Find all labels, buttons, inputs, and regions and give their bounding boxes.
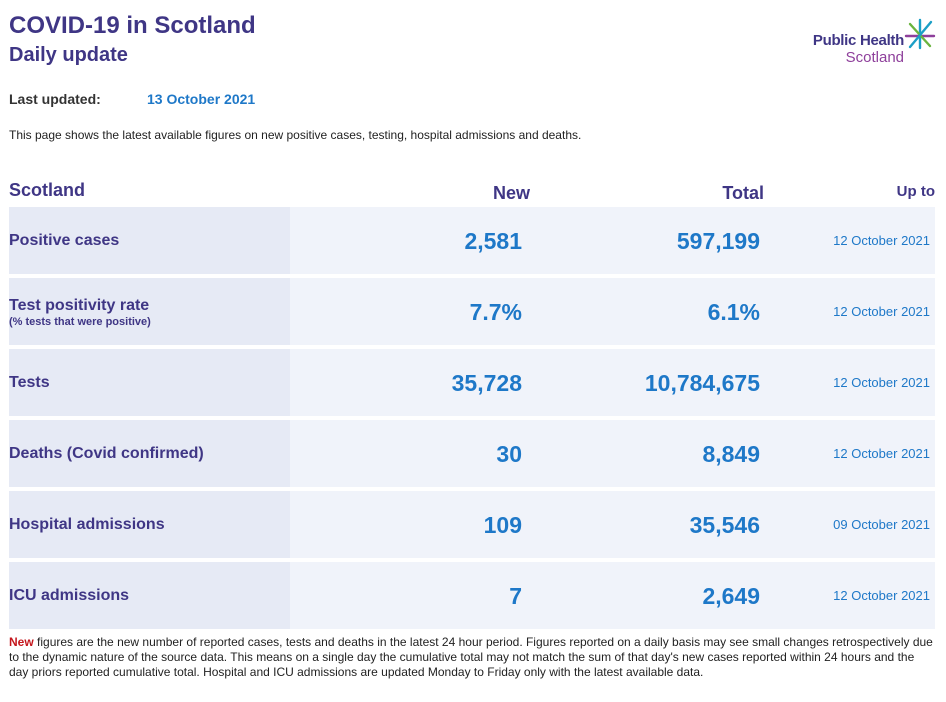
row-label: ICU admissions: [9, 587, 130, 604]
table-row-test-positivity-rate: Test positivity rate (% tests that were …: [9, 278, 935, 345]
row-label-cell: Hospital admissions: [9, 491, 290, 558]
up-to-date: 12 October 2021: [833, 375, 930, 390]
new-value: 109: [483, 512, 522, 538]
table-row-tests: Tests 35,728 10,784,675 12 October 2021: [9, 349, 935, 416]
up-to-date: 12 October 2021: [833, 233, 930, 248]
total-value: 6.1%: [707, 299, 760, 325]
total-value: 35,546: [689, 512, 760, 538]
region-header: Scotland: [9, 180, 86, 200]
page-title: COVID-19 in Scotland: [9, 12, 256, 39]
row-label: Hospital admissions: [9, 516, 165, 533]
figures-table: Positive cases 2,581 597,199 12 October …: [9, 207, 935, 633]
last-updated-label: Last updated:: [9, 91, 101, 107]
intro-text: This page shows the latest available fig…: [9, 128, 582, 142]
row-label-cell: Deaths (Covid confirmed): [9, 420, 290, 487]
up-to-date: 09 October 2021: [833, 517, 930, 532]
row-sublabel: (% tests that were positive): [9, 316, 151, 328]
new-value: 2,581: [464, 228, 522, 254]
total-value: 8,849: [702, 441, 760, 467]
last-updated-date: 13 October 2021: [147, 91, 256, 107]
page-subtitle: Daily update: [9, 44, 128, 66]
footnote-text: figures are the new number of reported c…: [9, 635, 933, 679]
total-value: 597,199: [676, 228, 760, 254]
row-label: Deaths (Covid confirmed): [9, 445, 204, 462]
new-value: 7.7%: [469, 299, 522, 325]
phs-star-icon: [904, 18, 936, 50]
row-label: Tests: [9, 374, 50, 391]
up-to-date: 12 October 2021: [833, 304, 930, 319]
table-row-icu-admissions: ICU admissions 7 2,649 12 October 2021: [9, 562, 935, 629]
footnote: New figures are the new number of report…: [9, 635, 935, 680]
new-value: 30: [496, 441, 522, 467]
row-label-cell: Positive cases: [9, 207, 290, 274]
total-value: 10,784,675: [644, 370, 760, 396]
new-value: 7: [509, 583, 522, 609]
table-row-positive-cases: Positive cases 2,581 597,199 12 October …: [9, 207, 935, 274]
new-value: 35,728: [451, 370, 522, 396]
total-value: 2,649: [702, 583, 760, 609]
column-header-new: New: [492, 183, 530, 203]
footnote-highlight: New: [9, 635, 34, 649]
row-label: Test positivity rate: [9, 297, 150, 314]
logo-text-line1: Public Health: [812, 32, 904, 49]
table-row-deaths: Deaths (Covid confirmed) 30 8,849 12 Oct…: [9, 420, 935, 487]
up-to-date: 12 October 2021: [833, 446, 930, 461]
up-to-date: 12 October 2021: [833, 588, 930, 603]
column-header-up-to: Up to: [896, 183, 935, 200]
row-label: Positive cases: [9, 232, 120, 249]
logo-text-line2: Scotland: [845, 49, 904, 66]
row-label-cell: Tests: [9, 349, 290, 416]
row-label-cell: Test positivity rate (% tests that were …: [9, 278, 290, 345]
row-label-cell: ICU admissions: [9, 562, 290, 629]
column-header-total: Total: [722, 183, 764, 203]
phs-logo: Public Health Scotland: [800, 16, 940, 68]
table-row-hospital-admissions: Hospital admissions 109 35,546 09 Octobe…: [9, 491, 935, 558]
